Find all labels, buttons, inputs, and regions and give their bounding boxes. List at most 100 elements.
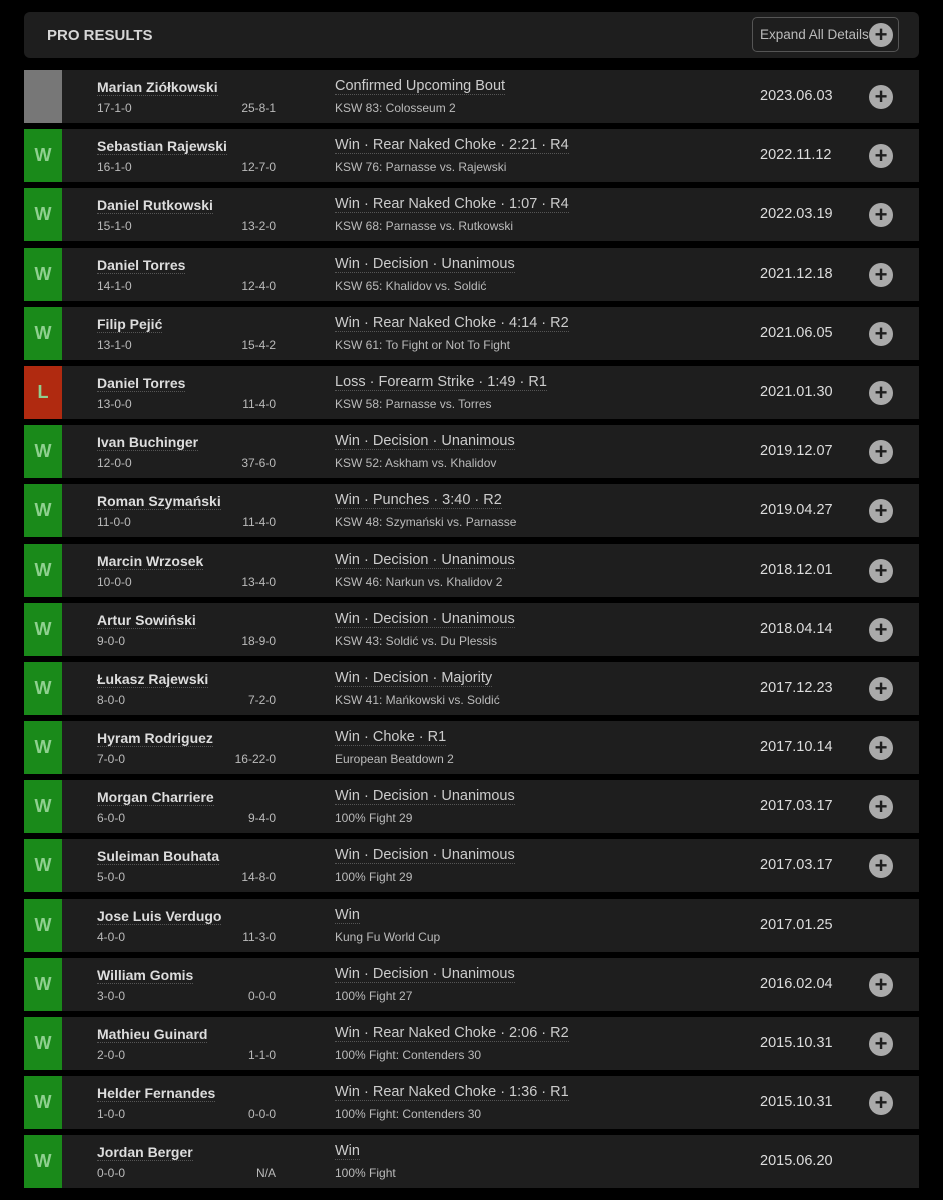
fighter-record: 11-0-0	[97, 515, 131, 530]
expand-plus-icon[interactable]: +	[869, 1091, 893, 1116]
fight-row: W Ivan Buchinger 12-0-0 37-6-0 Win · Dec…	[24, 425, 919, 479]
opponent-record: 1-1-0	[247, 1048, 276, 1062]
opponent-record: 12-4-0	[241, 278, 276, 293]
expand-plus-icon[interactable]: +	[869, 736, 893, 761]
opponent-record: 11-4-0	[242, 515, 276, 530]
opponent-name-link[interactable]: Daniel Torres	[97, 256, 186, 274]
event-name: KSW 83: Colosseum 2	[335, 101, 456, 115]
expand-plus-icon[interactable]: +	[869, 380, 893, 405]
result-badge: W	[24, 1135, 62, 1189]
event-name: Kung Fu World Cup	[335, 929, 441, 944]
opponent-name-link[interactable]: Hyram Rodriguez	[97, 730, 213, 748]
opponent-name-link[interactable]: Daniel Rutkowski	[97, 197, 213, 215]
expand-plus-icon[interactable]: +	[869, 203, 893, 228]
fight-date: 2018.12.01	[760, 561, 833, 578]
event-name: KSW 48: Szymański vs. Parnasse	[335, 515, 517, 530]
fight-row: W Hyram Rodriguez 7-0-0 16-22-0 Win · Ch…	[24, 721, 919, 775]
result-badge: W	[24, 484, 62, 538]
expand-plus-icon[interactable]: +	[869, 321, 893, 346]
opponent-name-link[interactable]: Ivan Buchinger	[97, 434, 199, 452]
fighter-record: 14-1-0	[97, 278, 132, 293]
expand-plus-icon[interactable]: +	[869, 440, 893, 465]
opponent-name-link[interactable]: Artur Sowiński	[97, 611, 196, 629]
fight-method: Win · Rear Naked Choke · 4:14 · R2	[335, 314, 569, 332]
expand-plus-icon[interactable]: +	[869, 795, 893, 820]
event-name: 100% Fight 29	[335, 870, 413, 885]
expand-all-details-button[interactable]: Expand All Details +	[752, 17, 899, 52]
fighter-record: 5-0-0	[97, 870, 126, 885]
opponent-record: 15-4-2	[241, 337, 276, 352]
result-badge: W	[24, 839, 62, 893]
event-name: KSW 65: Khalidov vs. Soldić	[335, 278, 487, 293]
opponent-name-link[interactable]: Morgan Charriere	[97, 789, 214, 807]
opponent-record: 14-8-0	[241, 870, 276, 885]
fighter-record: 15-1-0	[97, 219, 132, 234]
opponent-record: N/A	[255, 1166, 276, 1181]
opponent-record: 25-8-1	[241, 101, 276, 115]
result-badge	[24, 70, 62, 123]
result-badge: W	[24, 543, 62, 597]
opponent-name-link[interactable]: Sebastian Rajewski	[97, 138, 227, 156]
fight-row: W Morgan Charriere 6-0-0 9-4-0 Win · Dec…	[24, 780, 919, 834]
fight-row: W Roman Szymański 11-0-0 11-4-0 Win · Pu…	[24, 484, 919, 538]
event-name: KSW 61: To Fight or Not To Fight	[335, 337, 510, 352]
fight-method: Win · Decision · Unanimous	[335, 847, 515, 865]
fight-row: W Mathieu Guinard 2-0-0 1-1-0 Win · Rear…	[24, 1017, 919, 1070]
expand-plus-icon[interactable]: +	[869, 972, 893, 997]
opponent-name-link[interactable]: Suleiman Bouhata	[97, 848, 220, 866]
opponent-name-link[interactable]: Filip Pejić	[97, 315, 163, 333]
event-name: European Beatdown 2	[335, 752, 454, 767]
opponent-name-link[interactable]: Helder Fernandes	[97, 1085, 216, 1103]
opponent-record: 7-2-0	[247, 692, 276, 707]
fighter-record: 10-0-0	[97, 574, 132, 589]
fight-date: 2015.10.31	[760, 1035, 833, 1051]
fighter-record: 13-1-0	[97, 337, 132, 352]
fighter-record: 16-1-0	[97, 160, 132, 175]
event-name: 100% Fight 29	[335, 811, 413, 826]
fight-row: W Artur Sowiński 9-0-0 18-9-0 Win · Deci…	[24, 602, 919, 656]
opponent-record: 0-0-0	[247, 1107, 276, 1122]
fight-method: Win	[335, 906, 360, 924]
opponent-name-link[interactable]: Mathieu Guinard	[97, 1026, 208, 1043]
expand-plus-icon[interactable]: +	[869, 854, 893, 879]
event-name: KSW 41: Mańkowski vs. Soldić	[335, 692, 500, 707]
event-name: KSW 68: Parnasse vs. Rutkowski	[335, 219, 514, 234]
fight-method: Win · Decision · Unanimous	[335, 551, 515, 569]
fighter-record: 1-0-0	[97, 1107, 126, 1122]
expand-plus-icon[interactable]: +	[869, 617, 893, 642]
fight-method: Win · Rear Naked Choke · 2:06 · R2	[335, 1025, 569, 1042]
result-badge: W	[24, 247, 62, 301]
fight-row: W Filip Pejić 13-1-0 15-4-2 Win · Rear N…	[24, 306, 919, 360]
expand-plus-icon[interactable]: +	[869, 1032, 893, 1056]
opponent-name-link[interactable]: Daniel Torres	[97, 374, 186, 392]
result-badge: W	[24, 957, 62, 1011]
fight-date: 2017.10.14	[760, 739, 833, 756]
fighter-record: 3-0-0	[97, 988, 126, 1003]
opponent-name-link[interactable]: William Gomis	[97, 966, 194, 984]
expand-plus-icon[interactable]: +	[869, 499, 893, 524]
opponent-name-link[interactable]: Jose Luis Verdugo	[97, 907, 222, 925]
expand-plus-icon[interactable]: +	[869, 144, 893, 169]
expand-plus-icon[interactable]: +	[869, 676, 893, 701]
fighter-record: 9-0-0	[97, 633, 126, 648]
fight-date: 2019.12.07	[760, 443, 833, 460]
result-badge: W	[24, 306, 62, 360]
opponent-name-link[interactable]: Marian Ziółkowski	[97, 79, 218, 96]
expand-plus-icon[interactable]: +	[869, 85, 893, 109]
opponent-name-link[interactable]: Marcin Wrzosek	[97, 552, 204, 570]
expand-plus-icon[interactable]: +	[869, 558, 893, 583]
opponent-record: 37-6-0	[241, 456, 276, 471]
fight-method: Win · Decision · Unanimous	[335, 788, 515, 806]
fight-method: Win · Rear Naked Choke · 1:36 · R1	[335, 1084, 569, 1102]
opponent-name-link[interactable]: Roman Szymański	[97, 493, 221, 511]
opponent-record: 0-0-0	[247, 988, 276, 1003]
fighter-record: 12-0-0	[97, 456, 132, 471]
fight-method: Loss · Forearm Strike · 1:49 · R1	[335, 373, 547, 391]
fight-row: W Suleiman Bouhata 5-0-0 14-8-0 Win · De…	[24, 839, 919, 893]
expand-plus-icon[interactable]: +	[869, 262, 893, 287]
fighter-record: 7-0-0	[97, 752, 126, 767]
opponent-name-link[interactable]: Łukasz Rajewski	[97, 670, 209, 688]
fight-row: W Łukasz Rajewski 8-0-0 7-2-0 Win · Deci…	[24, 661, 919, 715]
opponent-name-link[interactable]: Jordan Berger	[97, 1144, 193, 1162]
event-name: KSW 52: Askham vs. Khalidov	[335, 456, 497, 471]
